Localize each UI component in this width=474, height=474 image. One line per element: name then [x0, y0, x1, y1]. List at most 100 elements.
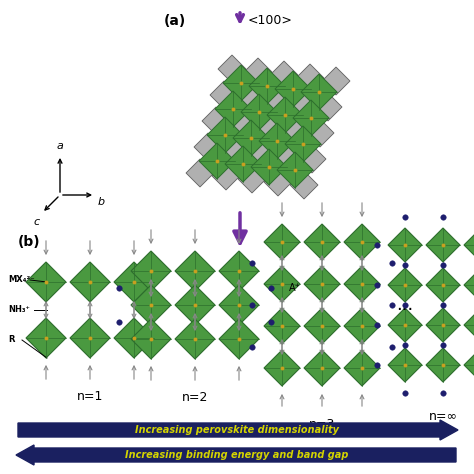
- Text: c: c: [34, 217, 40, 227]
- Text: n=2: n=2: [182, 391, 208, 404]
- FancyBboxPatch shape: [299, 132, 308, 156]
- Polygon shape: [131, 319, 171, 359]
- Polygon shape: [223, 65, 259, 101]
- Polygon shape: [131, 285, 171, 325]
- Polygon shape: [199, 143, 235, 179]
- Polygon shape: [246, 139, 274, 167]
- Polygon shape: [219, 285, 259, 325]
- Polygon shape: [301, 74, 337, 110]
- Polygon shape: [175, 319, 215, 359]
- FancyBboxPatch shape: [307, 106, 316, 130]
- Polygon shape: [215, 91, 251, 127]
- FancyBboxPatch shape: [291, 158, 300, 182]
- Text: MX₄²⁻: MX₄²⁻: [8, 275, 35, 284]
- Polygon shape: [228, 110, 256, 138]
- Polygon shape: [202, 107, 230, 135]
- Polygon shape: [241, 94, 277, 130]
- FancyBboxPatch shape: [281, 103, 290, 127]
- Text: <100>: <100>: [248, 14, 293, 27]
- Polygon shape: [218, 55, 246, 83]
- Polygon shape: [251, 149, 287, 185]
- Polygon shape: [233, 120, 269, 156]
- FancyBboxPatch shape: [265, 155, 274, 179]
- Text: (a): (a): [164, 14, 186, 28]
- Polygon shape: [26, 318, 66, 358]
- Polygon shape: [322, 67, 350, 95]
- Polygon shape: [220, 136, 248, 164]
- Polygon shape: [426, 268, 460, 302]
- Polygon shape: [270, 61, 298, 89]
- Polygon shape: [210, 81, 238, 109]
- Polygon shape: [277, 152, 313, 188]
- Polygon shape: [219, 251, 259, 291]
- Polygon shape: [298, 145, 326, 173]
- Polygon shape: [264, 308, 300, 344]
- Polygon shape: [426, 348, 460, 382]
- Polygon shape: [344, 308, 380, 344]
- Text: A⁺: A⁺: [289, 283, 301, 293]
- FancyBboxPatch shape: [221, 123, 230, 147]
- Polygon shape: [275, 71, 311, 107]
- Polygon shape: [464, 308, 474, 342]
- Polygon shape: [175, 285, 215, 325]
- Polygon shape: [344, 350, 380, 386]
- Polygon shape: [249, 68, 285, 104]
- FancyBboxPatch shape: [315, 80, 324, 104]
- Polygon shape: [280, 116, 308, 144]
- Polygon shape: [285, 126, 321, 162]
- Polygon shape: [388, 308, 422, 342]
- FancyBboxPatch shape: [239, 152, 248, 176]
- Polygon shape: [264, 266, 300, 302]
- Polygon shape: [207, 117, 243, 153]
- Polygon shape: [464, 268, 474, 302]
- Text: NH₃⁺: NH₃⁺: [8, 306, 30, 315]
- Polygon shape: [464, 348, 474, 382]
- Polygon shape: [388, 268, 422, 302]
- Polygon shape: [212, 162, 240, 190]
- Text: n=3: n=3: [309, 418, 335, 431]
- Polygon shape: [26, 262, 66, 302]
- Polygon shape: [70, 318, 110, 358]
- Polygon shape: [344, 224, 380, 260]
- Polygon shape: [264, 168, 292, 196]
- Polygon shape: [262, 87, 290, 115]
- Text: a: a: [56, 141, 64, 151]
- Polygon shape: [264, 350, 300, 386]
- Text: b: b: [98, 197, 105, 207]
- FancyArrow shape: [18, 420, 458, 440]
- Polygon shape: [238, 165, 266, 193]
- Polygon shape: [219, 319, 259, 359]
- Polygon shape: [304, 350, 340, 386]
- FancyBboxPatch shape: [273, 129, 282, 153]
- Polygon shape: [225, 146, 261, 182]
- Polygon shape: [296, 64, 324, 92]
- Polygon shape: [254, 113, 282, 141]
- FancyBboxPatch shape: [213, 149, 222, 173]
- Polygon shape: [236, 84, 264, 112]
- Polygon shape: [304, 224, 340, 260]
- Polygon shape: [388, 228, 422, 262]
- Polygon shape: [388, 348, 422, 382]
- Text: ...: ...: [396, 296, 414, 314]
- FancyBboxPatch shape: [255, 100, 264, 124]
- Polygon shape: [314, 93, 342, 121]
- Polygon shape: [267, 97, 303, 133]
- Polygon shape: [272, 142, 300, 170]
- Polygon shape: [70, 262, 110, 302]
- Polygon shape: [306, 119, 334, 147]
- Polygon shape: [175, 251, 215, 291]
- Polygon shape: [114, 262, 154, 302]
- Polygon shape: [304, 266, 340, 302]
- FancyArrow shape: [16, 445, 456, 465]
- Polygon shape: [194, 133, 222, 161]
- Polygon shape: [344, 266, 380, 302]
- Polygon shape: [244, 58, 272, 86]
- Polygon shape: [293, 100, 329, 136]
- FancyBboxPatch shape: [263, 74, 272, 98]
- FancyBboxPatch shape: [247, 126, 256, 150]
- Polygon shape: [304, 308, 340, 344]
- FancyBboxPatch shape: [237, 71, 246, 95]
- Polygon shape: [264, 224, 300, 260]
- Polygon shape: [259, 123, 295, 159]
- Text: R: R: [8, 336, 15, 345]
